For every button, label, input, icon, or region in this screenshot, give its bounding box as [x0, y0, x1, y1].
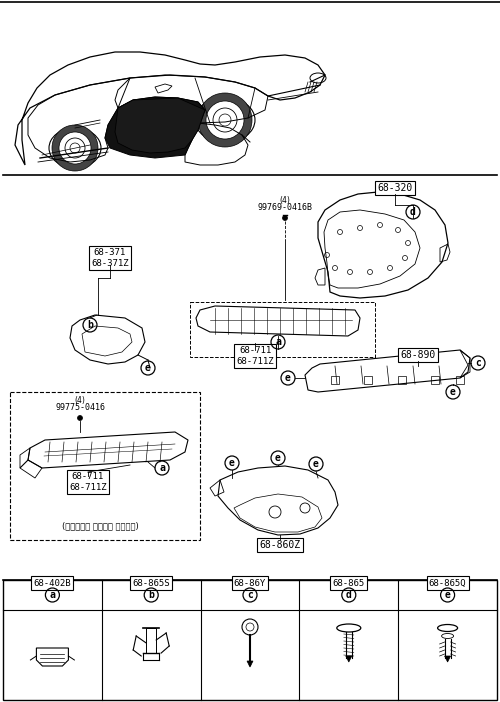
Text: 68-86Y: 68-86Y	[234, 578, 266, 588]
Text: d: d	[346, 590, 352, 600]
Text: b: b	[87, 320, 93, 330]
Text: c: c	[247, 590, 253, 600]
Bar	[3, 580, 497, 700]
Text: e: e	[444, 590, 450, 600]
Text: (4): (4)	[280, 195, 290, 204]
Bar	[10, 392, 200, 540]
Text: (ステンレス スカーフ プレート): (ステンレス スカーフ プレート)	[62, 522, 138, 531]
Text: e: e	[450, 387, 456, 397]
Circle shape	[78, 416, 82, 420]
Text: 68-320: 68-320	[378, 183, 412, 193]
Polygon shape	[247, 661, 253, 667]
Text: 68-865S: 68-865S	[132, 578, 170, 588]
Text: 99769-0416B: 99769-0416B	[258, 204, 312, 213]
Text: 68-711
68-711Z: 68-711 68-711Z	[236, 346, 274, 366]
Text: e: e	[313, 459, 319, 469]
Text: 68-865Q: 68-865Q	[429, 578, 467, 588]
Text: a: a	[50, 590, 56, 600]
Bar	[456, 376, 464, 384]
Wedge shape	[52, 125, 98, 171]
Bar	[331, 376, 339, 384]
Text: 99775-0416: 99775-0416	[55, 404, 105, 413]
Text: 68-890: 68-890	[400, 350, 436, 360]
Text: 68-371
68-371Z: 68-371 68-371Z	[91, 249, 129, 267]
Polygon shape	[346, 656, 352, 662]
Text: 68-402B: 68-402B	[34, 578, 71, 588]
Bar	[364, 376, 372, 384]
Polygon shape	[105, 97, 205, 158]
Text: e: e	[145, 363, 151, 373]
Bar	[398, 376, 406, 384]
Text: e: e	[285, 373, 291, 383]
Text: (4): (4)	[74, 395, 86, 404]
Polygon shape	[118, 97, 205, 123]
Circle shape	[282, 216, 288, 220]
Polygon shape	[444, 656, 450, 662]
Text: 68-860Z: 68-860Z	[260, 540, 300, 550]
Text: e: e	[275, 453, 281, 463]
Text: a: a	[275, 337, 281, 347]
Text: e: e	[229, 458, 235, 468]
Bar	[190, 302, 375, 357]
Text: d: d	[410, 207, 416, 217]
Bar	[431, 376, 439, 384]
Polygon shape	[115, 98, 205, 153]
Text: 68-711
68-711Z: 68-711 68-711Z	[69, 472, 107, 491]
Text: b: b	[148, 590, 154, 600]
Wedge shape	[198, 93, 252, 147]
Text: a: a	[159, 463, 165, 473]
Text: 68-865: 68-865	[332, 578, 365, 588]
Text: c: c	[475, 358, 481, 368]
